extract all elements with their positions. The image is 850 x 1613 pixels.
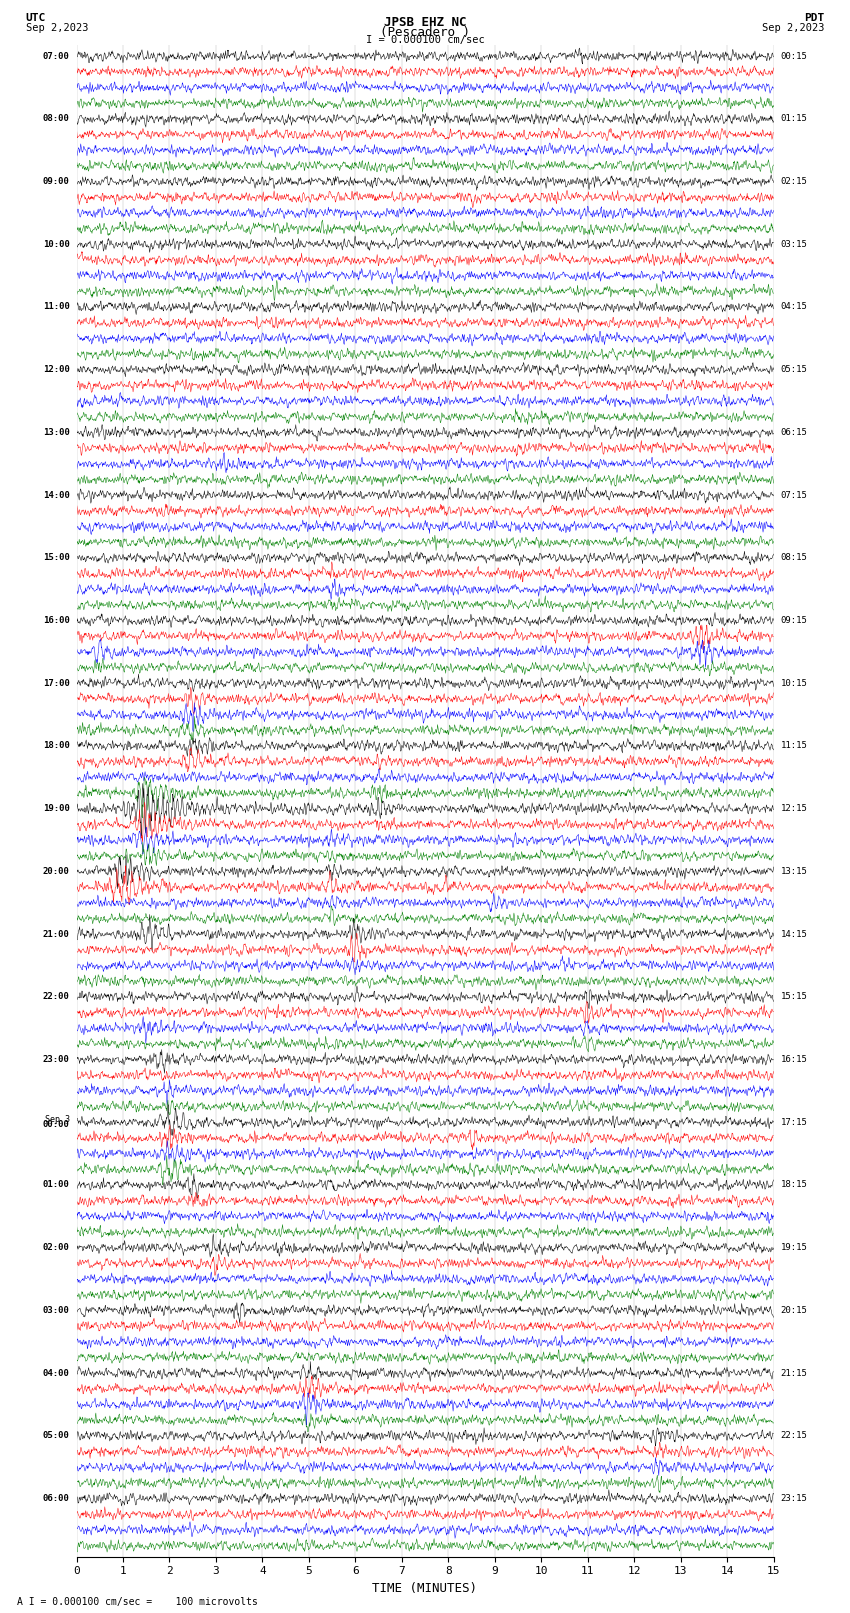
Text: 02:00: 02:00 — [42, 1244, 70, 1252]
Text: 10:15: 10:15 — [780, 679, 808, 687]
Text: 04:15: 04:15 — [780, 303, 808, 311]
Text: 18:15: 18:15 — [780, 1181, 808, 1189]
Text: 11:15: 11:15 — [780, 742, 808, 750]
Text: I = 0.000100 cm/sec: I = 0.000100 cm/sec — [366, 35, 484, 45]
Text: 16:00: 16:00 — [42, 616, 70, 626]
Text: 21:00: 21:00 — [42, 929, 70, 939]
Text: 18:00: 18:00 — [42, 742, 70, 750]
Text: A I = 0.000100 cm/sec =    100 microvolts: A I = 0.000100 cm/sec = 100 microvolts — [17, 1597, 258, 1607]
Text: 16:15: 16:15 — [780, 1055, 808, 1065]
Text: Sep 3: Sep 3 — [44, 1116, 70, 1124]
Text: 23:15: 23:15 — [780, 1494, 808, 1503]
Text: 08:00: 08:00 — [42, 115, 70, 123]
Text: 13:00: 13:00 — [42, 427, 70, 437]
Text: 14:00: 14:00 — [42, 490, 70, 500]
Text: 22:00: 22:00 — [42, 992, 70, 1002]
Text: 15:00: 15:00 — [42, 553, 70, 563]
Text: 23:00: 23:00 — [42, 1055, 70, 1065]
Text: Sep 2,2023: Sep 2,2023 — [26, 23, 88, 32]
Text: JPSB EHZ NC: JPSB EHZ NC — [383, 16, 467, 29]
Text: 19:00: 19:00 — [42, 805, 70, 813]
Text: 17:15: 17:15 — [780, 1118, 808, 1127]
Text: 05:15: 05:15 — [780, 365, 808, 374]
Text: 07:00: 07:00 — [42, 52, 70, 61]
Text: 00:00: 00:00 — [42, 1119, 70, 1129]
Text: 21:15: 21:15 — [780, 1368, 808, 1378]
Text: 08:15: 08:15 — [780, 553, 808, 563]
Text: 10:00: 10:00 — [42, 240, 70, 248]
Text: Sep 2,2023: Sep 2,2023 — [762, 23, 824, 32]
Text: 09:15: 09:15 — [780, 616, 808, 626]
Text: 07:15: 07:15 — [780, 490, 808, 500]
X-axis label: TIME (MINUTES): TIME (MINUTES) — [372, 1582, 478, 1595]
Text: 13:15: 13:15 — [780, 866, 808, 876]
Text: PDT: PDT — [804, 13, 824, 23]
Text: 17:00: 17:00 — [42, 679, 70, 687]
Text: 15:15: 15:15 — [780, 992, 808, 1002]
Text: 01:15: 01:15 — [780, 115, 808, 123]
Text: 03:15: 03:15 — [780, 240, 808, 248]
Text: 12:00: 12:00 — [42, 365, 70, 374]
Text: 02:15: 02:15 — [780, 177, 808, 185]
Text: 14:15: 14:15 — [780, 929, 808, 939]
Text: 04:00: 04:00 — [42, 1368, 70, 1378]
Text: 06:00: 06:00 — [42, 1494, 70, 1503]
Text: 01:00: 01:00 — [42, 1181, 70, 1189]
Text: 00:15: 00:15 — [780, 52, 808, 61]
Text: UTC: UTC — [26, 13, 46, 23]
Text: 03:00: 03:00 — [42, 1307, 70, 1315]
Text: (Pescadero ): (Pescadero ) — [380, 26, 470, 39]
Text: 06:15: 06:15 — [780, 427, 808, 437]
Text: 12:15: 12:15 — [780, 805, 808, 813]
Text: 20:15: 20:15 — [780, 1307, 808, 1315]
Text: 09:00: 09:00 — [42, 177, 70, 185]
Text: 11:00: 11:00 — [42, 303, 70, 311]
Text: 19:15: 19:15 — [780, 1244, 808, 1252]
Text: 22:15: 22:15 — [780, 1431, 808, 1440]
Text: 05:00: 05:00 — [42, 1431, 70, 1440]
Text: 20:00: 20:00 — [42, 866, 70, 876]
